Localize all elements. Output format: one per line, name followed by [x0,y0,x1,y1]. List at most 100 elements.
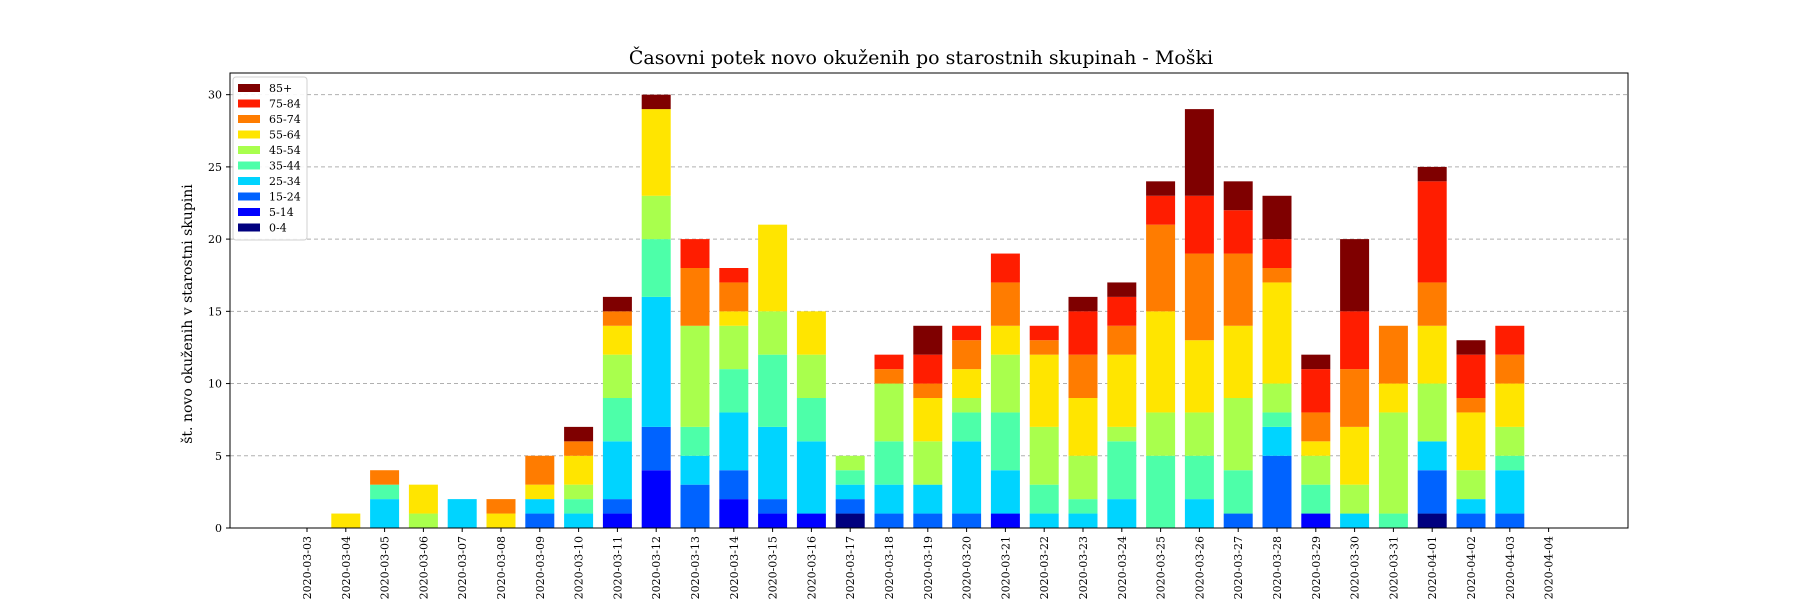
legend-swatch-85+ [238,84,260,92]
legend-label-85+: 85+ [269,82,292,95]
bar-segment-55-64-2020-03-28 [1262,282,1292,384]
bar-segment-45-54-2020-03-12 [641,195,671,240]
legend-label-35-44: 35-44 [269,160,301,173]
bar-segment-15-24-2020-03-11 [602,499,632,514]
bar-segment-45-54-2020-03-28 [1262,383,1292,413]
bar-segment-55-64-2020-03-20 [952,369,982,398]
x-tick-label: 2020-03-20 [961,536,974,599]
bar-segment-75-84-2020-04-03 [1495,325,1525,355]
bar-segment-65-74-2020-03-21 [990,282,1020,326]
bar-segment-15-24-2020-04-01 [1417,470,1447,514]
legend-swatch-75-84 [238,99,260,108]
bar-segment-35-44-2020-03-18 [874,441,904,485]
chart-title: Časovni potek novo okuženih po starostni… [629,46,1213,69]
legend-label-25-34: 25-34 [269,175,301,188]
bar-segment-85+-2020-03-26 [1184,109,1214,196]
bar-segment-45-54-2020-03-13 [680,325,710,427]
bar-segment-45-54-2020-04-02 [1456,470,1486,500]
bar-segment-55-64-2020-03-26 [1184,340,1214,413]
legend-swatch-5-14 [238,208,260,216]
y-tick-label: 20 [208,233,222,246]
bar-segment-45-54-2020-03-16 [796,354,826,398]
bar-segment-85+-2020-03-29 [1301,354,1331,370]
bar-segment-55-64-2020-03-27 [1223,325,1253,398]
bar-segment-45-54-2020-03-23 [1068,455,1098,500]
x-tick-label: 2020-03-24 [1116,536,1129,599]
bar-segment-45-54-2020-03-21 [990,354,1020,413]
x-tick-label: 2020-03-05 [379,536,392,599]
x-tick-label: 2020-03-16 [805,536,818,599]
bar-segment-25-34-2020-03-24 [1107,499,1137,528]
bar-segment-75-84-2020-03-30 [1340,311,1370,370]
bar-segment-65-74-2020-03-19 [913,383,943,398]
bar-segment-25-34-2020-03-23 [1068,513,1098,528]
bar-segment-25-34-2020-03-12 [641,296,671,427]
bar-segment-75-84-2020-03-14 [719,268,749,283]
legend-label-55-64: 55-64 [269,129,301,142]
bar-segment-65-74-2020-03-09 [525,455,555,485]
bar-segment-65-74-2020-03-22 [1029,340,1059,355]
bar-segment-65-74-2020-03-27 [1223,253,1253,326]
bar-segment-55-64-2020-03-24 [1107,354,1137,427]
bar-segment-35-44-2020-03-14 [719,369,749,413]
bar-segment-55-64-2020-03-15 [758,224,788,312]
bar-segment-45-54-2020-03-30 [1340,484,1370,514]
x-tick-label: 2020-03-06 [417,536,430,599]
x-tick-label: 2020-03-09 [534,536,547,599]
bar-segment-15-24-2020-03-27 [1223,513,1253,528]
bar-segment-5-14-2020-03-15 [758,513,788,528]
bar-segment-65-74-2020-03-10 [564,441,594,456]
bar-segment-55-64-2020-03-11 [602,325,632,355]
bar-segment-75-84-2020-03-29 [1301,369,1331,413]
x-tick-label: 2020-03-10 [573,536,586,599]
x-tick-label: 2020-03-23 [1077,536,1090,599]
x-tick-label: 2020-04-01 [1426,536,1439,599]
y-axis-title: št. novo okuženih v starostni skupini [179,184,196,444]
bar-segment-75-84-2020-03-19 [913,354,943,384]
x-tick-label: 2020-03-27 [1232,536,1245,599]
bar-segment-35-44-2020-03-13 [680,426,710,456]
bar-segment-25-34-2020-03-07 [447,499,477,528]
bar-segment-35-44-2020-03-29 [1301,484,1331,514]
bar-segment-25-34-2020-03-15 [758,426,788,500]
bar-segment-15-24-2020-03-14 [719,470,749,500]
legend-label-75-84: 75-84 [269,98,301,111]
bar-segment-5-14-2020-03-29 [1301,513,1331,528]
x-tick-label: 2020-04-04 [1543,536,1556,599]
bar-segment-55-64-2020-04-02 [1456,412,1486,471]
bar-segment-25-34-2020-03-11 [602,441,632,500]
bar-segment-35-44-2020-03-20 [952,412,982,442]
x-tick-label: 2020-03-21 [999,536,1012,599]
bar-segment-85+-2020-03-27 [1223,181,1253,211]
bar-segment-25-34-2020-04-02 [1456,499,1486,514]
bar-segment-35-44-2020-03-26 [1184,455,1214,500]
bar-segment-65-74-2020-04-03 [1495,354,1525,384]
bar-segment-75-84-2020-03-24 [1107,296,1137,326]
x-tick-label: 2020-03-14 [728,536,741,599]
legend-swatch-45-54 [238,146,260,154]
bar-segment-75-84-2020-03-18 [874,354,904,370]
x-tick-label: 2020-03-31 [1387,536,1400,599]
legend-label-5-14: 5-14 [269,206,294,219]
x-tick-label: 2020-03-28 [1271,536,1284,599]
bar-segment-55-64-2020-03-14 [719,311,749,326]
bar-segment-5-14-2020-03-11 [602,513,632,528]
x-tick-label: 2020-03-29 [1310,536,1323,599]
bar-segment-75-84-2020-03-25 [1146,195,1176,225]
x-tick-label: 2020-03-30 [1349,536,1362,599]
bar-segment-85+-2020-03-12 [641,94,671,110]
x-tick-label: 2020-04-03 [1504,536,1517,599]
bar-segment-25-34-2020-03-30 [1340,513,1370,528]
bar-segment-25-34-2020-04-01 [1417,441,1447,471]
plot-frame [229,72,1629,529]
bar-segment-25-34-2020-03-10 [564,513,594,528]
x-tick-label: 2020-03-12 [650,536,663,599]
bar-segment-15-24-2020-03-17 [835,499,865,514]
bar-segment-45-54-2020-03-10 [564,484,594,500]
bar-segment-15-24-2020-04-02 [1456,513,1486,528]
bar-segment-35-44-2020-03-16 [796,398,826,442]
x-tick-label: 2020-03-17 [844,536,857,599]
bar-segment-45-54-2020-03-31 [1378,412,1408,514]
x-tick-label: 2020-03-07 [456,536,469,599]
